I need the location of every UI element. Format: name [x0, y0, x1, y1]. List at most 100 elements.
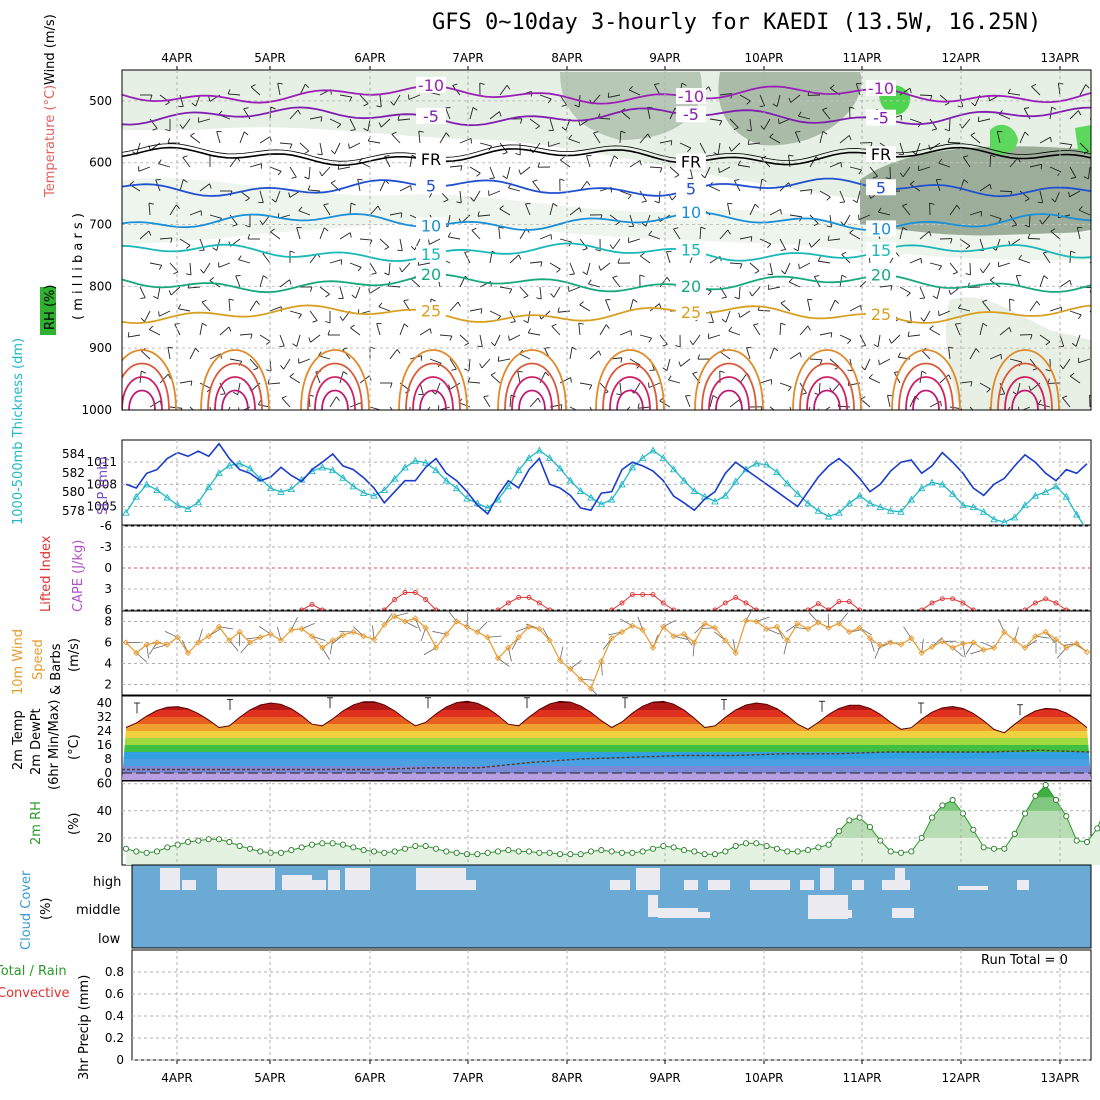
upper-wind-barb: [628, 89, 641, 96]
upper-wind-barb: [448, 236, 461, 240]
upper-wind-barb: [586, 155, 591, 168]
upper-wind-barb: [685, 395, 691, 408]
upper-wind-barb: [1069, 110, 1079, 120]
rh-shade-blob-2: [718, 72, 862, 146]
rh2m-panel: 20 40 60 2m RH (%): [29, 777, 1100, 866]
cloud-cover-patch: [312, 880, 326, 890]
thickness-point: [669, 465, 678, 473]
upper-wind-barb: [579, 382, 592, 386]
thickness-point: [556, 464, 564, 472]
upper-wind-barb: [321, 166, 331, 177]
wind10m-barb: [447, 610, 457, 622]
wind10m-barb: [808, 612, 819, 623]
isotherm-label-15: 15: [421, 245, 441, 264]
rh2m-point: [556, 851, 564, 858]
upper-wind-barb: [459, 138, 472, 144]
lifted-point: [309, 601, 315, 607]
precip-tick-0.6: 0.6: [105, 987, 124, 1001]
wind10m-point: [598, 658, 605, 665]
upper-wind-barb: [899, 286, 911, 294]
lifted-segment-6: [828, 601, 861, 611]
warm-contour: [200, 349, 270, 410]
upper-wind-barb: [589, 406, 593, 410]
upper-wind-barb: [998, 262, 1011, 268]
rh2m-point: [474, 851, 481, 858]
thickness-point: [215, 469, 223, 477]
upper-wind-barb: [209, 214, 222, 219]
upper-wind-barb: [727, 203, 731, 216]
upper-wind-barb: [719, 93, 732, 96]
warm-contour: [813, 389, 841, 410]
cloud-cover-patch: [160, 868, 180, 890]
rh2m-point: [484, 849, 491, 856]
date-label-top-1: 5APR: [254, 51, 285, 65]
wind10m-barb: [1056, 647, 1067, 659]
thickness-point: [855, 491, 864, 499]
upper-wind-barb: [1028, 214, 1031, 228]
upper-wind-barb: [849, 232, 861, 240]
upper-wind-barb: [389, 349, 398, 360]
rh2m-point: [288, 847, 295, 854]
wind10m-point: [877, 642, 884, 649]
upper-wind-barb: [239, 333, 252, 336]
warm-contour: [207, 362, 263, 410]
thickness-point: [277, 488, 285, 495]
wind10m-point: [753, 618, 760, 625]
rh-tick-60: 60: [97, 777, 112, 791]
upper-wind-barb: [481, 358, 491, 369]
thickness-point: [897, 507, 905, 515]
thickness-point: [370, 491, 378, 499]
rh2m-point: [143, 849, 150, 856]
rh2m-point: [670, 844, 677, 851]
upper-wind-barb: [551, 325, 561, 336]
upper-wind-barb: [250, 86, 261, 96]
lifted-segment-3: [611, 594, 674, 611]
upper-wind-barb: [479, 334, 483, 347]
lifted-tick-6: 6: [104, 603, 112, 617]
upper-wind-barb: [229, 358, 242, 362]
upper-wind-barb: [778, 118, 791, 125]
thickness-point: [959, 501, 967, 509]
warm-contour: [419, 389, 447, 410]
isotherm-label--10: -10: [868, 79, 894, 98]
temp-band: [122, 724, 1091, 731]
thickness-point: [638, 454, 647, 461]
upper-wind-barb: [818, 260, 831, 264]
isotherm-label-25: 25: [871, 305, 891, 324]
upper-wind-barb: [237, 382, 241, 395]
upper-wind-barb: [915, 142, 921, 155]
thickness-point: [824, 512, 833, 520]
upper-wind-barb: [908, 334, 921, 337]
cloud-cover-patch: [820, 868, 834, 890]
date-label-top-4: 8APR: [551, 51, 582, 65]
wind10m-point: [412, 615, 419, 622]
upper-wind-barb: [979, 382, 991, 390]
upper-wind-barb: [1042, 252, 1051, 264]
upper-wind-barb: [995, 238, 1001, 251]
upper-wind-barb: [739, 94, 751, 102]
cloud-cover-patch: [800, 880, 814, 890]
upper-wind-barb: [753, 324, 761, 336]
upper-wind-barb: [799, 189, 812, 192]
thickness-point: [576, 487, 585, 494]
upper-wind-barb: [188, 286, 201, 289]
date-label-bottom-8: 12APR: [941, 1071, 980, 1085]
thickness-point: [204, 483, 213, 491]
upper-wind-barb: [528, 332, 541, 336]
rh2m-point: [1073, 837, 1080, 844]
thickness-point: [762, 460, 771, 468]
temp-band: [122, 731, 1091, 738]
thickness-point: [339, 473, 347, 481]
upper-wind-barb: [799, 325, 809, 336]
upper-wind-barb: [509, 254, 520, 264]
wind10m-point: [556, 657, 564, 664]
upper-wind-barb: [1009, 358, 1022, 363]
rh2m-point: [753, 840, 760, 847]
upper-wind-barb: [334, 142, 341, 154]
upper-wind-barb: [919, 231, 930, 240]
upper-wind-barb: [1069, 375, 1081, 384]
upper-wind-barb: [797, 238, 801, 251]
warm-contour: [602, 362, 658, 410]
isotherm-label-20: 20: [421, 265, 441, 284]
date-label-bottom-3: 7APR: [452, 1071, 483, 1085]
